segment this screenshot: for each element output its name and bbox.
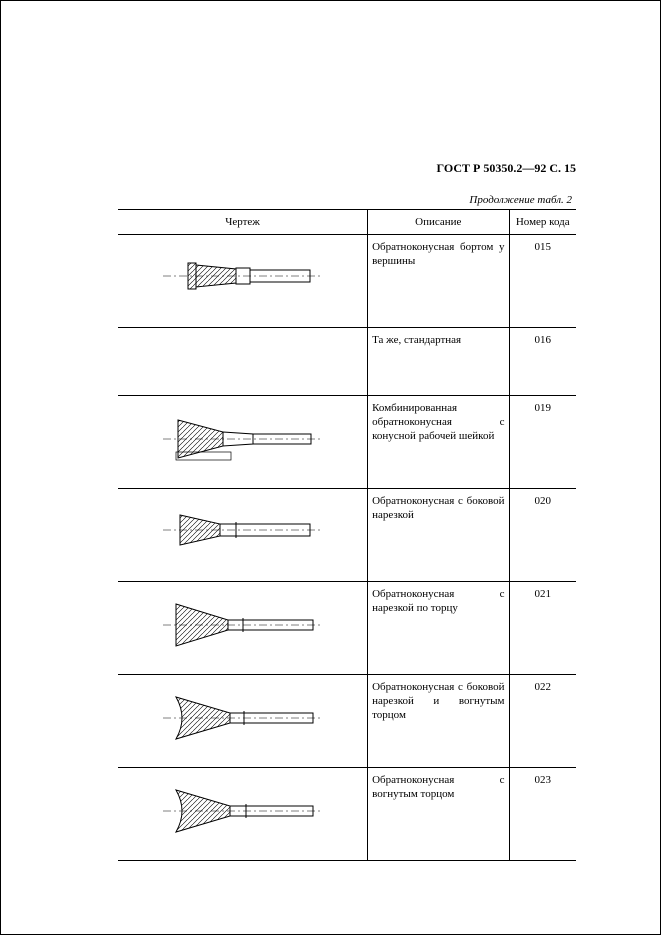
table-row: Обратноконусная с боковой нарезкой 020 bbox=[118, 489, 576, 582]
drawing-019-icon bbox=[158, 412, 328, 467]
continuation-label: Продолжение табл. 2 bbox=[118, 194, 576, 206]
code-cell: 019 bbox=[509, 396, 576, 489]
col-header-description: Описание bbox=[368, 210, 509, 235]
drawing-cell bbox=[118, 768, 368, 861]
document-header: ГОСТ Р 50350.2—92 С. 15 bbox=[118, 161, 576, 176]
table-row: Та же, стандартная 016 bbox=[118, 328, 576, 396]
drawing-cell bbox=[118, 582, 368, 675]
col-header-code: Номер кода bbox=[509, 210, 576, 235]
code-cell: 021 bbox=[509, 582, 576, 675]
drawing-023-icon bbox=[158, 784, 328, 839]
drawing-cell bbox=[118, 235, 368, 328]
description-cell: Обратноконусная с вогнутым торцом bbox=[368, 768, 509, 861]
code-cell: 016 bbox=[509, 328, 576, 396]
table-row: Обратноконусная с боковой нарезкой и вог… bbox=[118, 675, 576, 768]
drawing-021-icon bbox=[158, 598, 328, 653]
code-cell: 015 bbox=[509, 235, 576, 328]
code-cell: 020 bbox=[509, 489, 576, 582]
content-area: ГОСТ Р 50350.2—92 С. 15 Продолжение табл… bbox=[118, 161, 576, 861]
table-row: Обратноконусная бортом у вершины 015 bbox=[118, 235, 576, 328]
table-header-row: Чертеж Описание Номер кода bbox=[118, 210, 576, 235]
description-cell: Обратноконусная с боковой нарезкой bbox=[368, 489, 509, 582]
main-table: Чертеж Описание Номер кода bbox=[118, 209, 576, 861]
drawing-cell bbox=[118, 396, 368, 489]
description-cell: Обратноконусная с нарезкой по торцу bbox=[368, 582, 509, 675]
table-body: Обратноконусная бортом у вершины 015 Та … bbox=[118, 235, 576, 861]
drawing-015-icon bbox=[158, 251, 328, 301]
drawing-cell bbox=[118, 489, 368, 582]
drawing-020-icon bbox=[158, 505, 328, 555]
table-row: Обратноконусная с вогнутым торцом 023 bbox=[118, 768, 576, 861]
description-cell: Та же, стандартная bbox=[368, 328, 509, 396]
code-cell: 022 bbox=[509, 675, 576, 768]
table-row: Обратноконусная с нарезкой по торцу 021 bbox=[118, 582, 576, 675]
drawing-cell-empty bbox=[118, 328, 368, 396]
drawing-022-icon bbox=[158, 691, 328, 746]
description-cell: Обратноконусная с боковой нарезкой и вог… bbox=[368, 675, 509, 768]
page: ГОСТ Р 50350.2—92 С. 15 Продолжение табл… bbox=[0, 0, 661, 935]
description-cell: Комбинированная обратноконусная с конусн… bbox=[368, 396, 509, 489]
description-cell: Обратноконусная бортом у вершины bbox=[368, 235, 509, 328]
table-row: Комбинированная обратноконусная с конусн… bbox=[118, 396, 576, 489]
code-cell: 023 bbox=[509, 768, 576, 861]
drawing-cell bbox=[118, 675, 368, 768]
col-header-drawing: Чертеж bbox=[118, 210, 368, 235]
